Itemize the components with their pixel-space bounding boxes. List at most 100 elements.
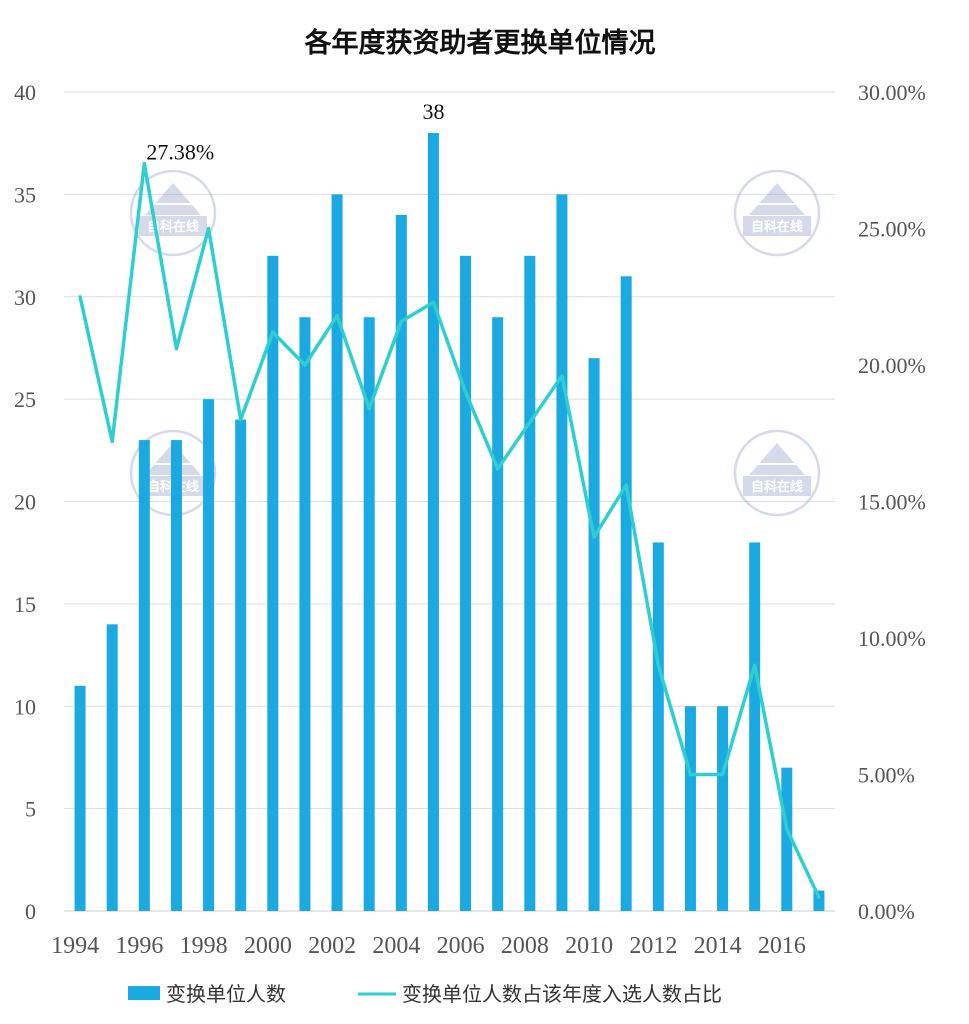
right-tick-label: 5.00% (858, 763, 915, 788)
watermark-ring (733, 169, 821, 257)
watermark-text-band (743, 216, 811, 236)
line-point (624, 483, 628, 487)
line-point (785, 827, 789, 831)
x-tick-label: 2010 (565, 933, 613, 959)
x-tick-label: 1994 (51, 933, 99, 959)
line-series (78, 161, 821, 899)
line-point (110, 439, 114, 444)
line-point (656, 663, 660, 667)
left-tick-label: 30 (14, 285, 36, 310)
line-point (463, 390, 468, 394)
line-point (142, 161, 146, 166)
watermark-ring (733, 429, 821, 517)
line-point (753, 663, 757, 667)
line-point (399, 319, 403, 323)
legend: 变换单位人数 变换单位人数占该年度入选人数占比 (128, 982, 722, 1006)
line-point (271, 330, 275, 334)
right-tick-label: 15.00% (858, 490, 926, 515)
watermark-mountain-icon (145, 183, 201, 215)
right-axis-ticks: 0.00% 5.00% 10.00% 15.00% 20.00% 25.00% 30.00% (858, 80, 926, 924)
bar-series (74, 132, 825, 912)
x-axis-ticks: 1994 1996 1998 2000 2002 2004 2006 2008 2010 2012… (51, 933, 806, 959)
left-tick-label: 0 (25, 899, 36, 924)
bar (170, 440, 182, 911)
bar (781, 767, 793, 911)
legend-label-line: 变换单位人数占该年度入选人数占比 (402, 982, 722, 1006)
left-tick-label: 35 (14, 182, 36, 207)
right-tick-label: 25.00% (858, 217, 926, 242)
bar (331, 194, 343, 911)
bar (620, 276, 632, 911)
gridlines (64, 91, 835, 912)
bar (363, 317, 375, 912)
bar (299, 317, 311, 912)
left-tick-label: 5 (25, 797, 36, 822)
line-point (817, 895, 821, 899)
bar (813, 890, 825, 911)
bar (267, 255, 279, 912)
bar (138, 440, 150, 911)
x-tick-label: 2004 (372, 933, 420, 959)
watermark-ring (129, 169, 217, 257)
line-point (335, 314, 339, 318)
line-point (367, 407, 371, 411)
line-point (78, 295, 82, 299)
left-tick-label: 15 (14, 592, 36, 617)
bar (588, 358, 600, 911)
line-point (720, 772, 725, 777)
watermark-mountain-icon (749, 443, 805, 475)
bar (74, 685, 86, 911)
watermark-text: 自科在线 (751, 219, 803, 235)
bar (427, 132, 439, 911)
bar (717, 706, 729, 911)
line-point (206, 226, 211, 231)
line-point (688, 772, 693, 777)
line-point (174, 347, 179, 351)
bar (556, 194, 568, 911)
line-path (78, 161, 821, 899)
bar (460, 255, 472, 912)
line-point (592, 535, 596, 539)
line-point (496, 467, 500, 471)
bar (652, 542, 664, 911)
watermark-text-band (743, 476, 811, 496)
watermark-text: 自科在线 (147, 219, 199, 235)
right-tick-label: 30.00% (858, 80, 926, 105)
data-label: 27.38% (146, 140, 214, 165)
x-tick-label: 2016 (758, 933, 806, 959)
legend-label-bar: 变换单位人数 (166, 982, 286, 1006)
right-tick-label: 0.00% (858, 899, 915, 924)
x-tick-label: 2000 (244, 933, 292, 959)
watermark-mountain-icon (749, 183, 805, 215)
watermark-logo: 自科在线 (733, 429, 821, 517)
bar (684, 706, 696, 911)
bar (106, 624, 118, 911)
left-tick-label: 25 (14, 387, 36, 412)
bar (235, 419, 247, 911)
bar (203, 399, 215, 911)
line-point (303, 363, 307, 367)
x-tick-label: 1998 (180, 933, 228, 959)
x-tick-label: 2008 (501, 933, 549, 959)
data-labels: 38 27.38% (146, 99, 444, 165)
left-tick-label: 20 (14, 490, 36, 515)
bar (492, 317, 504, 912)
x-tick-label: 2014 (694, 933, 742, 959)
legend-swatch-bar (128, 986, 160, 1000)
bar (749, 542, 761, 911)
x-tick-label: 2006 (437, 933, 485, 959)
data-label: 38 (422, 99, 444, 124)
line-point (431, 300, 436, 304)
watermark-text: 自科在线 (751, 479, 803, 495)
watermarks: 自科在线自科在线自科在线自科在线 (129, 169, 821, 517)
x-tick-label: 2002 (308, 933, 356, 959)
right-tick-label: 20.00% (858, 353, 926, 378)
line-point (528, 420, 532, 424)
x-tick-label: 2012 (629, 933, 677, 959)
chart-title: 各年度获资助者更换单位情况 (304, 27, 656, 59)
watermark-logo: 自科在线 (733, 169, 821, 257)
bar (524, 255, 536, 912)
line-point (239, 418, 243, 422)
